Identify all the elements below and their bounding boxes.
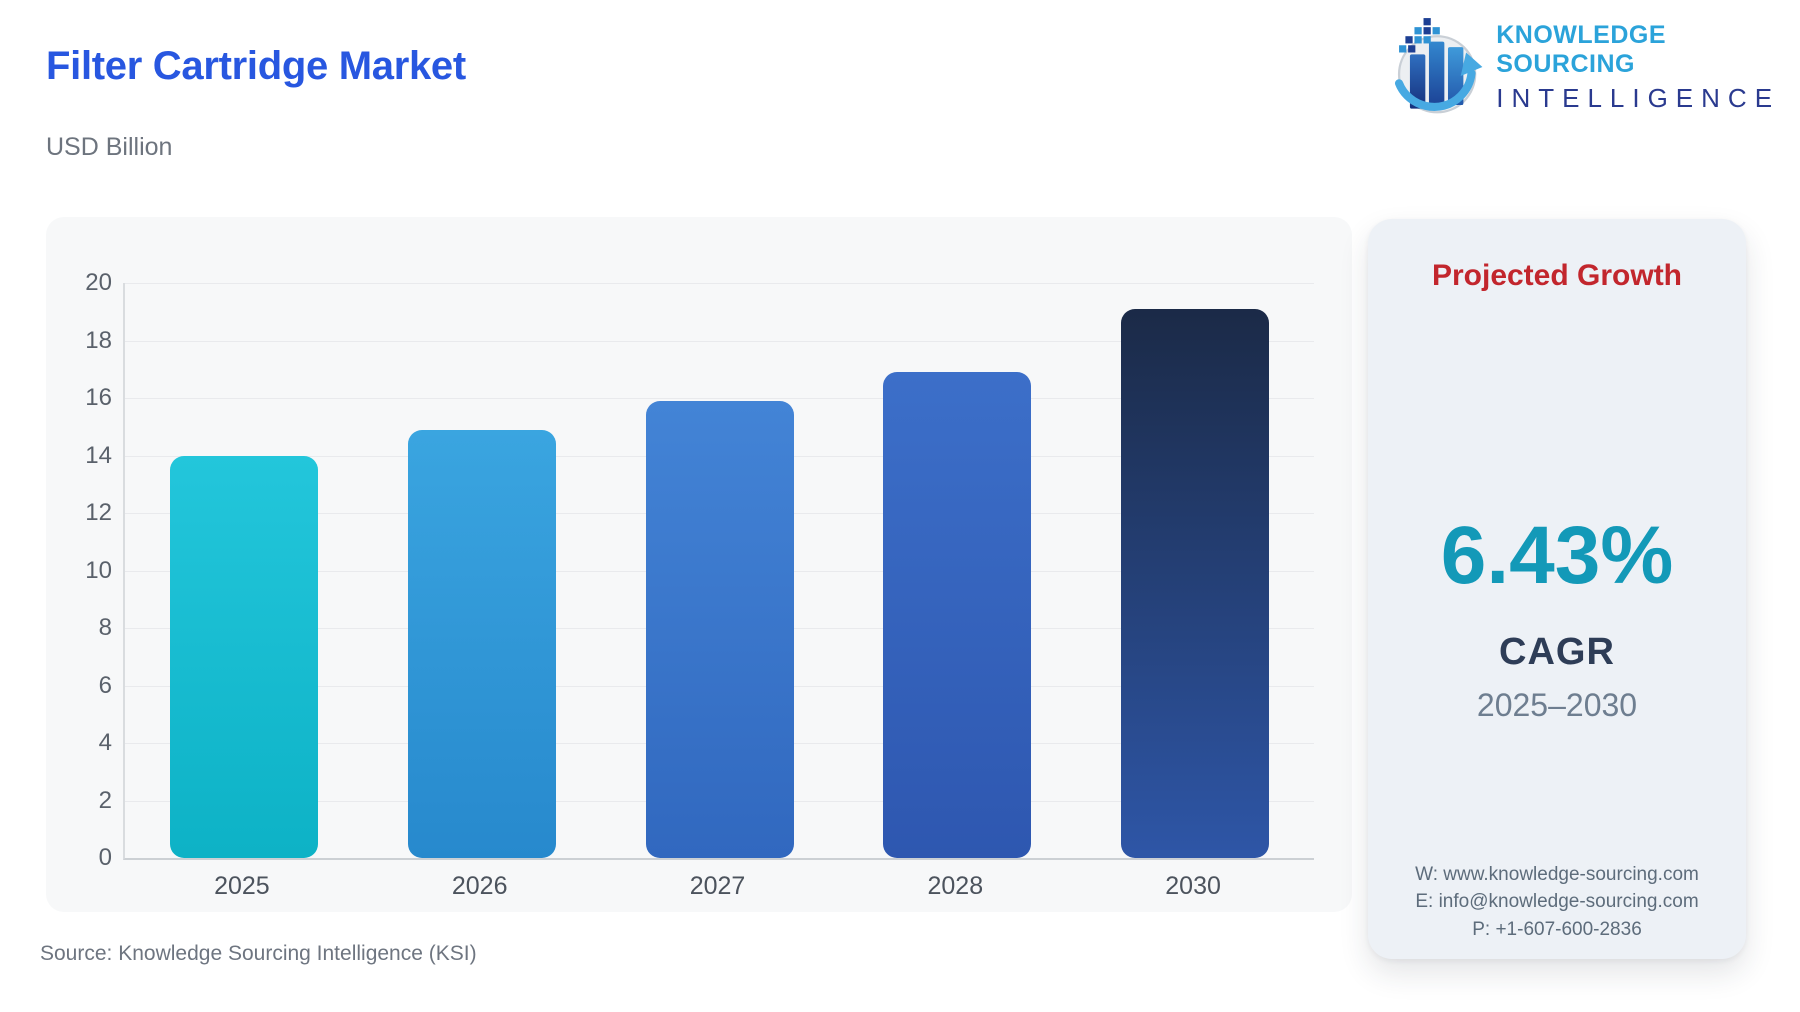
bar-2027 — [645, 400, 794, 858]
brand-logo: KNOWLEDGE SOURCING INTELLIGENCE — [1390, 14, 1800, 120]
gridline — [125, 283, 1314, 284]
bar-2028 — [883, 372, 1032, 858]
cagr-period: 2025–2030 — [1476, 687, 1638, 723]
logo-pixel-squares — [1399, 18, 1440, 53]
x-tick-label-2030: 2030 — [1165, 872, 1221, 900]
chart-card: 0 2 4 6 8 10 12 14 16 18 20 2025 2026 2027 2028 2030 — [46, 217, 1352, 912]
logo-text: KNOWLEDGE SOURCING INTELLIGENCE — [1496, 21, 1800, 114]
y-tick-label: 6 — [98, 671, 112, 699]
y-tick-label: 14 — [85, 441, 112, 469]
y-tick-label: 20 — [85, 269, 112, 296]
gridline — [125, 340, 1314, 342]
y-tick-label: 10 — [85, 556, 112, 584]
cagr-label: CAGR — [1499, 631, 1615, 673]
y-tick-label: 4 — [98, 729, 112, 756]
y-tick-label: 16 — [85, 384, 112, 411]
bar-2026 — [407, 429, 556, 858]
y-tick-label: 2 — [98, 786, 112, 814]
y-axis-ticks: 0 2 4 6 8 10 12 14 16 18 20 — [46, 217, 112, 912]
contact-email: E: info@knowledge-sourcing.com — [1415, 891, 1699, 912]
ksi-logo-icon — [1394, 18, 1483, 114]
y-tick-label: 0 — [98, 844, 112, 871]
contact-website: W: www.knowledge-sourcing.com — [1415, 863, 1699, 885]
cagr-value: 6.43% — [1440, 510, 1674, 601]
chart-unit-label: USD Billion — [46, 133, 173, 161]
x-axis-labels: 2025 2026 2027 2028 2030 — [123, 872, 1312, 906]
contact-block: W: www.knowledge-sourcing.com E: info@kn… — [1368, 861, 1746, 944]
x-tick-label-2026: 2026 — [451, 872, 508, 900]
page-title: Filter Cartridge Market — [46, 44, 466, 88]
plot-area — [123, 283, 1314, 860]
source-note: Source: Knowledge Sourcing Intelligence … — [40, 942, 477, 965]
bar-2025 — [169, 455, 318, 858]
y-tick-label: 8 — [98, 614, 112, 641]
gridline — [125, 398, 1314, 399]
contact-phone: P: +1-607-600-2836 — [1472, 918, 1642, 940]
growth-panel-title: Projected Growth — [1431, 259, 1683, 292]
logo-text-primary: KNOWLEDGE SOURCING — [1496, 20, 1666, 78]
y-tick-label: 18 — [85, 326, 112, 354]
x-tick-label-2028: 2028 — [927, 872, 984, 900]
y-tick-label: 12 — [85, 499, 112, 526]
logo-text-secondary: INTELLIGENCE — [1496, 82, 1781, 113]
x-tick-label-2025: 2025 — [214, 872, 270, 900]
x-tick-label-2027: 2027 — [689, 872, 746, 900]
bar-2030 — [1121, 308, 1270, 858]
projected-growth-panel: Projected Growth 6.43% CAGR 2025–2030 W:… — [1368, 219, 1746, 959]
